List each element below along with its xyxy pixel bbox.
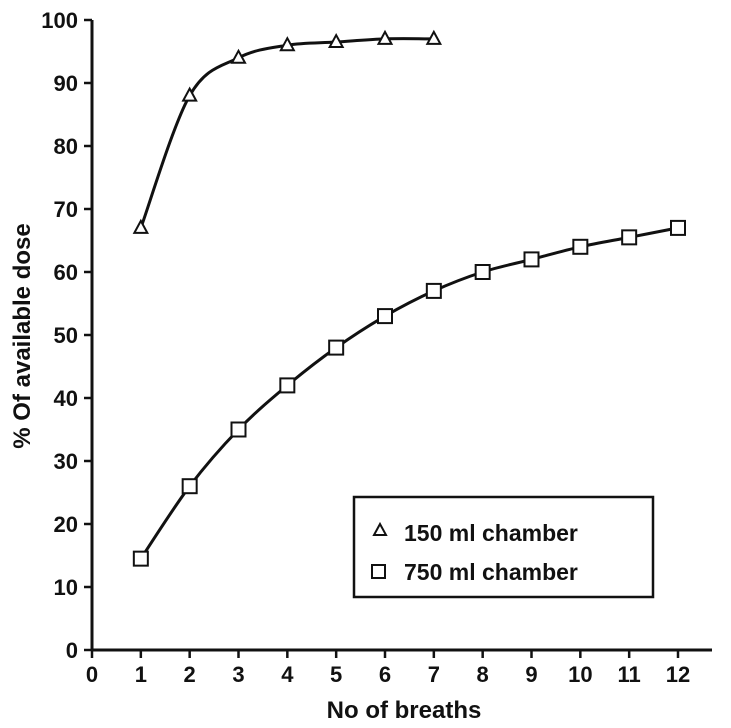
triangle-point — [181, 86, 198, 102]
square-point — [279, 377, 296, 394]
x-tick-label: 1 — [135, 662, 147, 687]
y-axis-title: % Of available dose — [9, 223, 36, 448]
x-tick-label: 7 — [428, 662, 440, 687]
square-point — [132, 550, 149, 567]
square-point — [181, 478, 198, 495]
square-point — [670, 219, 686, 236]
square-point — [328, 339, 345, 356]
y-tick-label: 60 — [54, 260, 78, 285]
x-tick-label: 6 — [379, 662, 391, 687]
series-square — [132, 219, 686, 567]
y-tick-label: 20 — [54, 512, 78, 537]
y-tick-label: 90 — [54, 71, 78, 96]
x-tick-label: 0 — [86, 662, 98, 687]
square-point — [425, 282, 442, 299]
triangle-point — [376, 29, 394, 45]
x-tick-label: 5 — [330, 662, 342, 687]
legend-triangle-marker — [372, 521, 388, 536]
square-point — [474, 264, 491, 280]
x-tick-label: 9 — [525, 662, 537, 687]
square-point — [523, 251, 540, 268]
x-tick-label: 8 — [477, 662, 489, 687]
x-axis-ticks: 0 1 2 3 4 5 6 7 8 9 10 11 12 — [86, 650, 690, 687]
square-point — [572, 238, 589, 255]
y-axis-ticks: 0 10 20 30 40 50 60 70 80 90 100 — [41, 8, 92, 663]
y-tick-label: 40 — [54, 386, 78, 411]
triangle-point — [327, 32, 345, 49]
legend-box — [352, 495, 655, 599]
legend-item-750ml: 750 ml chamber — [371, 559, 578, 585]
y-tick-label: 10 — [54, 575, 78, 600]
series-line-triangle — [139, 37, 434, 229]
legend: 150 ml chamber 750 ml chamber — [352, 495, 655, 599]
y-tick-label: 80 — [54, 134, 78, 159]
legend-label-750ml: 750 ml chamber — [404, 559, 578, 585]
y-tick-label: 50 — [54, 323, 78, 348]
x-tick-label: 12 — [666, 662, 690, 687]
triangle-point — [425, 29, 443, 45]
square-point — [377, 308, 393, 325]
x-tick-label: 2 — [184, 662, 196, 687]
x-axis-title: No of breaths — [327, 697, 482, 724]
x-tick-label: 10 — [568, 662, 592, 687]
x-tick-label: 4 — [281, 662, 294, 687]
triangle-point — [132, 218, 150, 234]
legend-square-marker — [371, 564, 386, 579]
y-tick-label: 0 — [66, 638, 78, 663]
legend-item-150ml: 150 ml chamber — [372, 520, 578, 546]
y-tick-label: 30 — [54, 449, 78, 474]
square-point — [621, 229, 638, 246]
square-point — [230, 421, 247, 438]
series-triangle — [132, 29, 443, 234]
series-layer — [132, 29, 686, 567]
triangle-point — [279, 36, 296, 52]
x-tick-label: 11 — [618, 662, 641, 687]
y-tick-label: 100 — [41, 8, 78, 33]
triangle-point — [230, 48, 247, 64]
x-tick-label: 3 — [232, 662, 244, 687]
y-tick-label: 70 — [54, 197, 78, 222]
legend-label-150ml: 150 ml chamber — [404, 520, 578, 546]
